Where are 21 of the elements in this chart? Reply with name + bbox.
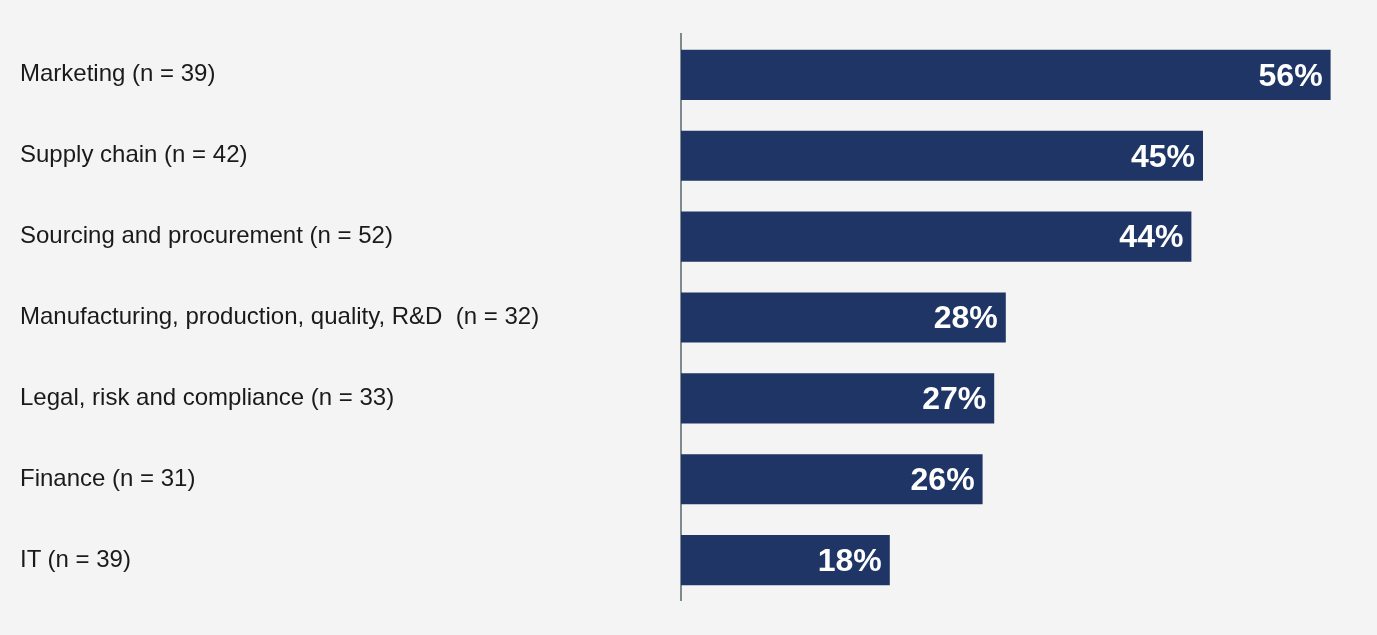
y-tick-label: Marketing (n = 39) — [20, 59, 216, 87]
data-label: 18% — [817, 541, 882, 578]
y-tick-label: Sourcing and procurement (n = 52) — [20, 221, 393, 249]
data-label: 27% — [922, 380, 987, 417]
y-tick-label: IT (n = 39) — [20, 544, 131, 572]
y-tick-label: Manufacturing, production, quality, R&D (n = 32) — [20, 302, 540, 330]
data-label: 44% — [1119, 218, 1184, 255]
bar — [681, 49, 1331, 100]
data-label: 56% — [1258, 56, 1323, 93]
y-tick-label: Supply chain (n = 42) — [20, 140, 248, 168]
bar — [681, 130, 1203, 181]
data-label: 28% — [933, 299, 998, 336]
y-tick-label: Legal, risk and compliance (n = 33) — [20, 383, 395, 411]
data-label: 26% — [910, 461, 975, 498]
bar — [681, 292, 1006, 343]
bar — [681, 535, 890, 586]
data-label: 45% — [1130, 137, 1195, 174]
y-tick-label: Finance (n = 31) — [20, 463, 196, 491]
bar — [681, 454, 983, 505]
bar — [681, 211, 1192, 262]
bar — [681, 373, 995, 424]
